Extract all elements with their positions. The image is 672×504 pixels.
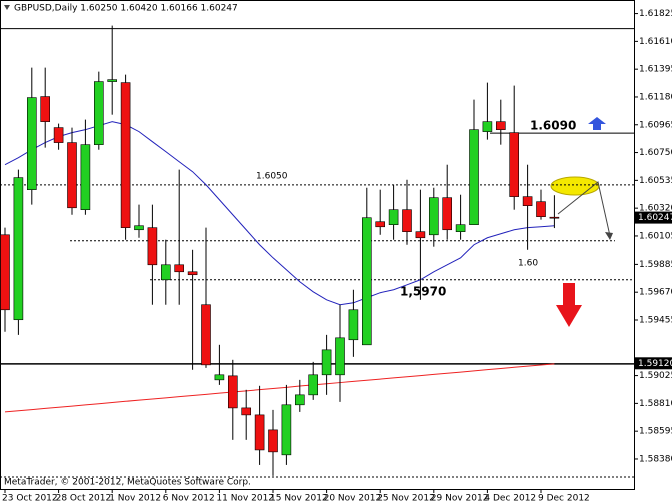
annotation: 1.60	[518, 259, 538, 269]
x-tick-label: 29 Nov 2012	[431, 494, 489, 504]
moving-average	[4, 363, 555, 413]
candle-body	[134, 225, 144, 231]
candle-body	[67, 142, 77, 209]
candle-body	[294, 394, 305, 406]
candle-body	[268, 429, 278, 453]
candle-body	[201, 304, 211, 366]
candle-body	[388, 209, 399, 226]
candle-body	[455, 224, 466, 232]
x-tick-label: 23 Oct 2012	[2, 494, 58, 504]
candle-body	[214, 374, 225, 381]
x-tick-label: 4 Dec 2012	[484, 494, 536, 504]
candle-body	[161, 264, 171, 281]
candle-body	[40, 96, 51, 122]
candle-body	[536, 201, 546, 217]
candle-body	[442, 197, 453, 231]
candle-body	[308, 374, 319, 396]
price-mark-label: 1.60247	[638, 213, 672, 223]
x-tick-label: 28 Oct 2012	[56, 494, 112, 504]
footer: MetaTrader, © 2001-2012, MetaQuotes Soft…	[4, 478, 251, 488]
price-mark	[635, 211, 672, 224]
highlight-ellipse	[550, 176, 600, 196]
chart-title: GBPUSD,Daily 1.60250 1.60420 1.60166 1.6…	[14, 4, 238, 14]
candle-body	[428, 197, 439, 236]
y-tick-label: 1.58595	[639, 427, 672, 437]
symbol-icon	[4, 5, 10, 10]
candle-body	[361, 217, 372, 346]
down-arrow	[556, 283, 582, 327]
path-arrow	[557, 181, 611, 237]
candle-body	[321, 349, 332, 376]
candle-body	[53, 127, 64, 143]
arrow-head	[605, 232, 613, 240]
candle-body	[415, 231, 426, 239]
x-tick-label: 15 Nov 2012	[270, 494, 328, 504]
candle-body	[495, 121, 506, 130]
candle-body	[509, 132, 520, 197]
candle-body	[522, 196, 533, 206]
candle-body	[375, 221, 386, 228]
candle-body	[94, 81, 104, 145]
x-tick-label: 1 Nov 2012	[109, 494, 161, 504]
annotation: 1,5970	[400, 285, 446, 299]
y-tick-label: 1.60750	[639, 148, 672, 158]
x-tick-label: 11 Nov 2012	[216, 494, 274, 504]
y-tick-label: 1.58810	[639, 399, 672, 409]
up-arrow	[588, 117, 606, 130]
candle-body	[26, 97, 37, 190]
y-tick-label: 1.60320	[639, 204, 672, 214]
candle-body	[187, 271, 198, 276]
x-tick-label: 20 Nov 2012	[324, 494, 382, 504]
candle-body	[228, 375, 238, 409]
candle-body	[335, 337, 345, 376]
candle-body	[482, 121, 493, 132]
y-tick-label: 1.61825	[639, 9, 672, 19]
y-tick-label: 1.61180	[639, 92, 672, 102]
candle-body	[348, 309, 359, 341]
y-tick-label: 1.60105	[639, 231, 672, 241]
y-tick-label: 1.60965	[639, 120, 672, 130]
candle-body	[80, 144, 91, 211]
candle-body	[469, 129, 479, 226]
candle-body	[0, 234, 10, 311]
annotation: 1.6090	[530, 119, 576, 133]
candle-body	[107, 79, 117, 82]
candle-body	[281, 404, 292, 456]
candle-body	[241, 407, 251, 416]
y-tick-label: 1.59885	[639, 260, 672, 270]
y-tick-label: 1.60535	[639, 176, 672, 186]
price-mark-label: 1.59120	[638, 359, 672, 369]
y-tick-label: 1.61610	[639, 37, 672, 47]
x-tick-label: 9 Dec 2012	[538, 494, 590, 504]
annotation: 1.6050	[256, 172, 288, 182]
candle-body	[402, 209, 412, 232]
candle-body	[254, 414, 265, 451]
candle-body	[549, 216, 560, 219]
candle-body	[147, 227, 158, 266]
candle-body	[13, 177, 24, 321]
candle-body	[174, 264, 184, 273]
candle-body	[120, 82, 131, 228]
x-tick-label: 6 Nov 2012	[163, 494, 215, 504]
y-tick-label: 1.59025	[639, 371, 672, 381]
y-tick-label: 1.59455	[639, 315, 672, 325]
price-mark	[635, 357, 672, 370]
y-tick-label: 1.61395	[639, 65, 672, 75]
y-tick-label: 1.59670	[639, 288, 672, 298]
y-tick-label: 1.58380	[639, 454, 672, 464]
x-tick-label: 25 Nov 2012	[377, 494, 435, 504]
